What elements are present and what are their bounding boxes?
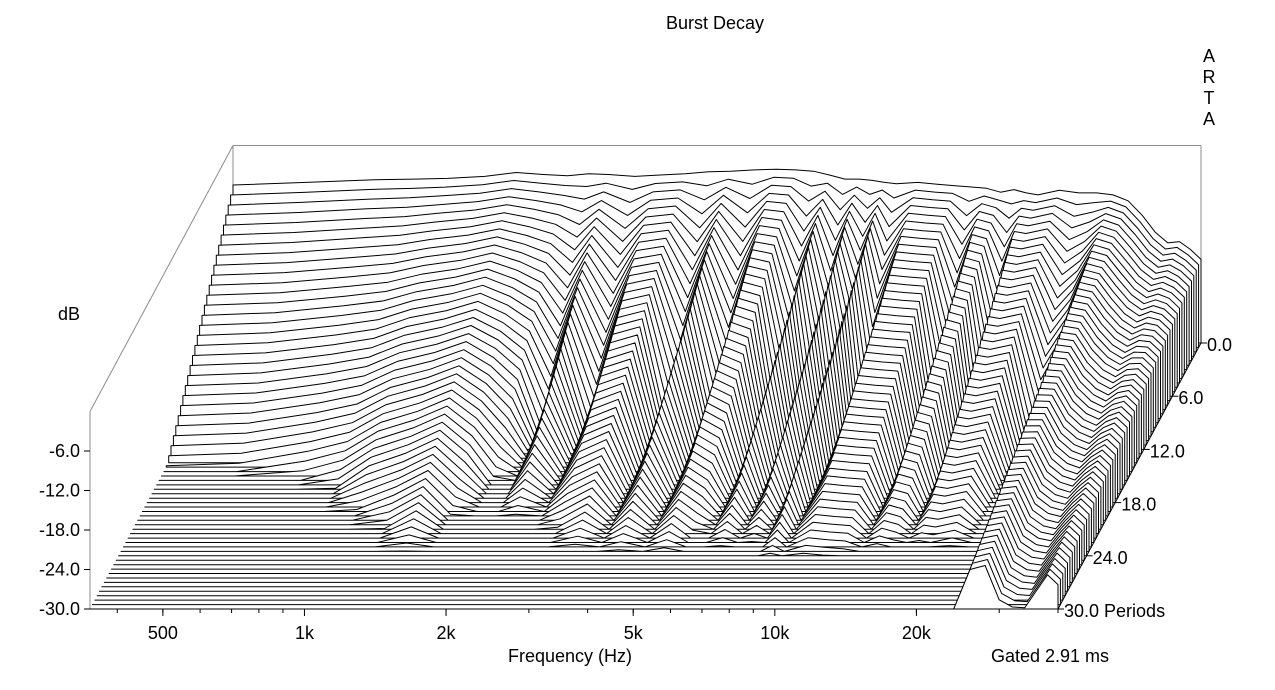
z-axis-label: dB <box>58 304 80 324</box>
x-tick-label: 10k <box>760 623 790 643</box>
frame-edge <box>89 145 234 412</box>
periods-axis-line <box>1057 342 1202 610</box>
gated-note: Gated 2.91 ms <box>991 646 1109 666</box>
periods-tick-label: 18.0 <box>1121 495 1156 515</box>
periods-tick-label: 12.0 <box>1150 441 1185 461</box>
decay-slice <box>99 540 1068 592</box>
watermark-letter: T <box>1204 88 1215 108</box>
z-tick-label: -12.0 <box>39 481 80 501</box>
x-tick-label: 5k <box>624 623 644 643</box>
watermark-letter: A <box>1203 46 1215 66</box>
decay-slice <box>96 546 1066 597</box>
x-tick-label: 1k <box>295 623 315 643</box>
x-tick-label: 500 <box>148 623 178 643</box>
z-tick-label: -18.0 <box>39 520 80 540</box>
watermark-letter: R <box>1203 67 1216 87</box>
periods-tick-label: 0.0 <box>1207 335 1232 355</box>
periods-tick-label: 6.0 <box>1178 388 1203 408</box>
x-axis-label: Frequency (Hz) <box>508 646 632 666</box>
z-tick-label: -30.0 <box>39 599 80 619</box>
z-tick-label: -24.0 <box>39 560 80 580</box>
x-tick-label: 20k <box>902 623 932 643</box>
periods-tick-label: 30.0 Periods <box>1064 601 1165 621</box>
watermark-letter: A <box>1203 109 1215 129</box>
waterfall-slices <box>89 168 1202 610</box>
periods-tick-label: 24.0 <box>1093 548 1128 568</box>
chart-title: Burst Decay <box>666 13 764 33</box>
z-tick-label: -6.0 <box>49 441 80 461</box>
chart-axes: -6.0 -12.0 -18.0 -24.0 -30.0 500 1k 2k 5k 10k 20k 0… <box>39 335 1232 643</box>
x-tick-label: 2k <box>437 623 457 643</box>
